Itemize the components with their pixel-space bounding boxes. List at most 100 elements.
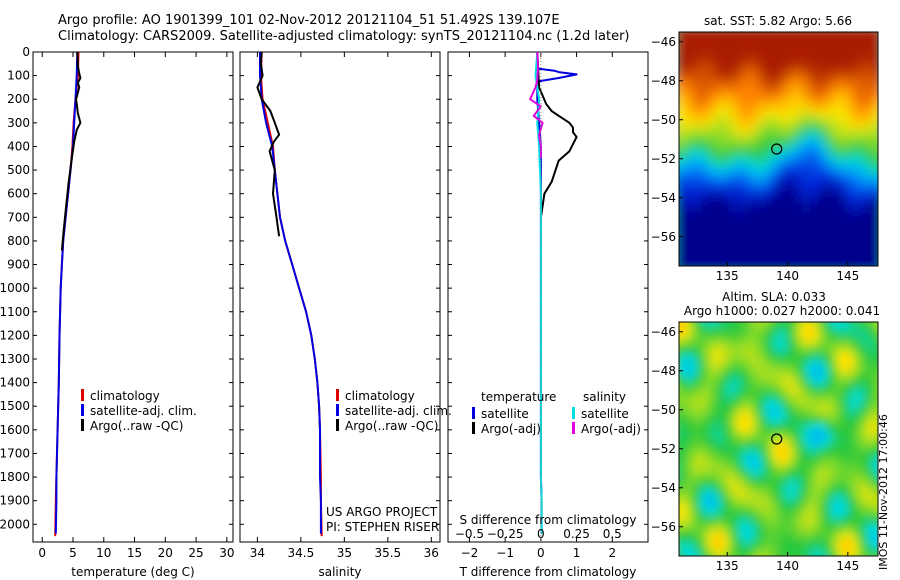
temperature-xtick-label: 20: [158, 546, 173, 560]
difference-panel: −2 −1 0 1 2 T difference from climatology −0.5…: [447, 51, 649, 579]
salinity-xtick-label: 36: [424, 546, 439, 560]
salinity-xtick-label: 35: [337, 546, 352, 560]
difference-top-tick-label: 0: [537, 527, 545, 541]
depth-tick-label: 1400: [0, 376, 30, 390]
difference-legend-swatch: [572, 407, 575, 419]
depth-tick-label: 1800: [0, 470, 30, 484]
sla-map-ytick-label: −54: [651, 481, 676, 495]
salinity-legend-swatch: [336, 419, 339, 431]
temperature-xlabel: temperature (deg C): [71, 565, 194, 579]
depth-tick-label: 1700: [0, 446, 30, 460]
sst-map-xtick-label: 135: [716, 269, 739, 283]
depth-tick-label: 100: [7, 69, 30, 83]
temperature-xtick-label: 5: [69, 546, 77, 560]
difference-top-tick-label: 0.5: [603, 527, 622, 541]
depth-tick-label: 200: [7, 92, 30, 106]
difference-xtick-label: 2: [608, 546, 616, 560]
depth-tick-label: 600: [7, 187, 30, 201]
depth-tick-label: 800: [7, 234, 30, 248]
sla-map-title-line1: Altim. SLA: 0.033: [722, 290, 826, 304]
sla-map-ytick-label: −46: [651, 325, 676, 339]
depth-tick-label: 400: [7, 139, 30, 153]
temperature-legend-swatch: [81, 404, 84, 416]
depth-tick-label: 300: [7, 116, 30, 130]
temperature-legend-label: Argo(..raw -QC): [90, 419, 183, 433]
temperature-xtick-label: 0: [38, 546, 46, 560]
salinity-xtick-label: 34: [250, 546, 265, 560]
temperature-xtick-label: 10: [96, 546, 111, 560]
sla-map: 135 140 145 −46 −48 −50 −52 −54 −56: [651, 321, 879, 573]
temperature-frame: [32, 51, 234, 543]
temperature-legend-label: satellite-adj. clim.: [90, 404, 197, 418]
temperature-legend-swatch: [81, 419, 84, 431]
difference-xtick-label: −1: [496, 546, 514, 560]
salinity-legend-label: climatology: [345, 389, 415, 403]
depth-tick-label: 0: [22, 45, 30, 59]
difference-top-axis-label: S difference from climatology: [460, 513, 637, 527]
temperature-xtick-label: 30: [219, 546, 234, 560]
sst-map: 135 140 145 −46 −48 −50 −52 −54 −56: [651, 31, 879, 283]
depth-tick-label: 1200: [0, 328, 30, 342]
depth-tick-label: 1300: [0, 352, 30, 366]
sla-map-title-line2: Argo h1000: 0.027 h2000: 0.041: [684, 304, 880, 318]
salinity-xlabel: salinity: [318, 565, 361, 579]
difference-legend-label: satellite: [581, 407, 629, 421]
difference-legend-title-salinity: salinity: [583, 390, 626, 404]
depth-tick-label: 500: [7, 163, 30, 177]
temperature-xtick-label: 15: [127, 546, 142, 560]
salinity-legend-swatch: [336, 404, 339, 416]
salinity-legend-swatch: [336, 389, 339, 401]
salinity-series-satellite-adj-clim-: [259, 52, 322, 534]
figure-title-line1: Argo profile: AO 1901399_101 02-Nov-2012…: [58, 13, 560, 28]
sla-map-xtick-label: 135: [716, 559, 739, 573]
sst-map-ytick-label: −56: [651, 230, 676, 244]
sla-map-xtick-label: 140: [776, 559, 799, 573]
depth-tick-label: 1000: [0, 281, 30, 295]
sst-map-argo-marker: [771, 143, 783, 155]
difference-series-temperature-argo-adj-: [536, 51, 578, 218]
project-credit-line2: PI: STEPHEN RISER: [326, 520, 439, 534]
sst-map-ytick-label: −52: [651, 152, 676, 166]
salinity-series-argo-raw-qc-: [256, 51, 281, 237]
sst-map-xtick-label: 145: [836, 269, 859, 283]
temperature-legend-label: climatology: [90, 389, 160, 403]
difference-xtick-label: 0: [537, 546, 545, 560]
difference-legend-label: Argo(-adj): [481, 422, 541, 436]
salinity-frame: [239, 51, 441, 543]
difference-top-tick-label: −0.5: [455, 527, 484, 541]
depth-tick-label: 1500: [0, 399, 30, 413]
sla-map-ytick-label: −56: [651, 520, 676, 534]
difference-legend-swatch: [472, 407, 475, 419]
sst-map-frame: [678, 31, 879, 267]
sla-map-ytick-label: −48: [651, 364, 676, 378]
sst-map-field: [679, 32, 878, 266]
temperature-panel: 0 5 10 15 20 25 300100200300400500600700800900…: [0, 45, 234, 579]
salinity-xtick-label: 34.5: [288, 546, 315, 560]
temperature-series-satellite-adj-clim-: [54, 51, 79, 534]
difference-legend-label: satellite: [481, 407, 529, 421]
sst-map-ytick-label: −54: [651, 191, 676, 205]
sla-map-field: [679, 322, 878, 556]
difference-top-tick-label: 0.25: [563, 527, 590, 541]
depth-tick-label: 1100: [0, 305, 30, 319]
sst-map-ytick-label: −46: [651, 35, 676, 49]
depth-tick-label: 1900: [0, 494, 30, 508]
difference-frame: [447, 51, 649, 543]
difference-xtick-label: 1: [573, 546, 581, 560]
depth-tick-label: 900: [7, 258, 30, 272]
salinity-xtick-label: 35.5: [374, 546, 401, 560]
temperature-series-argo-raw-qc-: [60, 51, 82, 251]
sla-map-xtick-label: 145: [836, 559, 859, 573]
figure-title-line2: Climatology: CARS2009. Satellite-adjuste…: [58, 29, 630, 44]
difference-xlabel: T difference from climatology: [459, 565, 637, 579]
salinity-series-climatology: [259, 51, 323, 537]
depth-tick-label: 1600: [0, 423, 30, 437]
sla-map-ytick-label: −52: [651, 442, 676, 456]
sst-map-ytick-label: −48: [651, 74, 676, 88]
difference-legend-title-temperature: temperature: [481, 390, 556, 404]
sla-map-ytick-label: −50: [651, 403, 676, 417]
salinity-legend-label: Argo(..raw -QC): [345, 419, 438, 433]
depth-tick-label: 700: [7, 210, 30, 224]
depth-tick-label: 2000: [0, 517, 30, 531]
